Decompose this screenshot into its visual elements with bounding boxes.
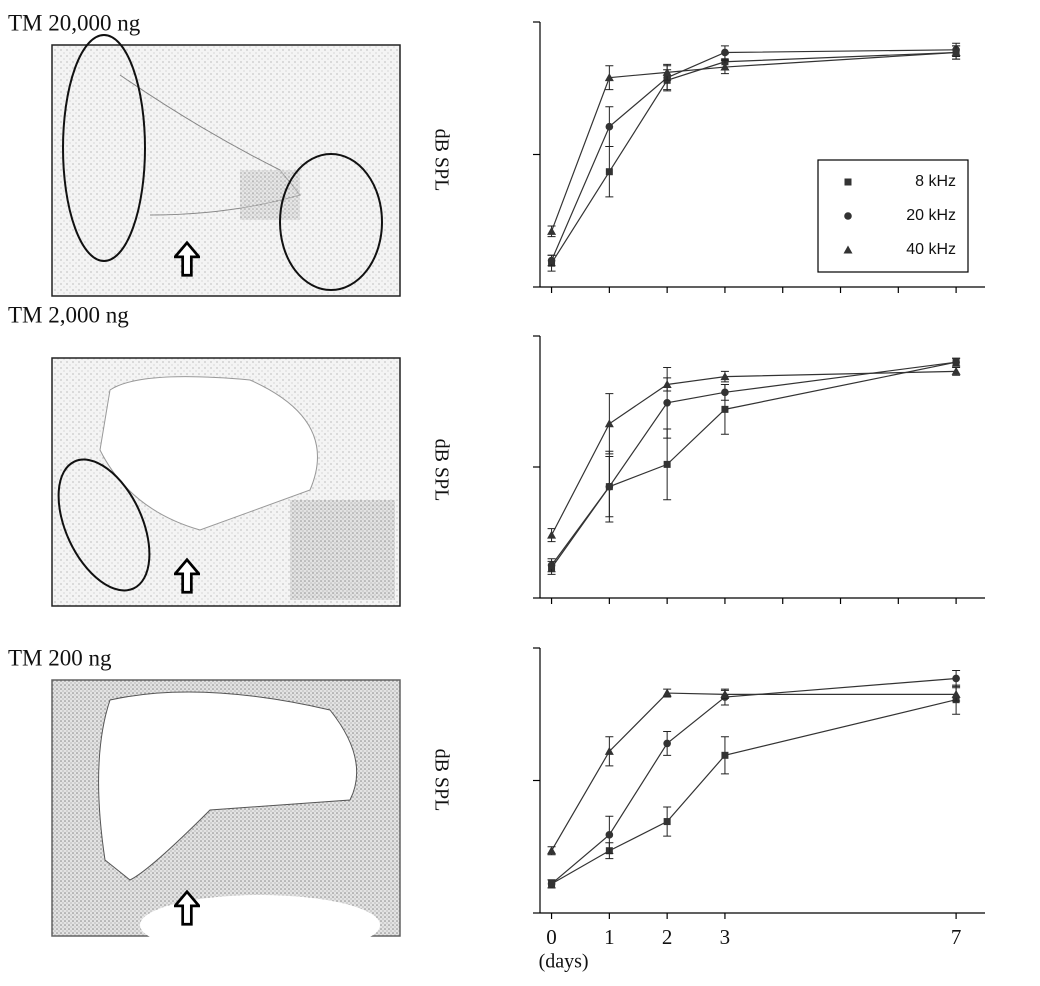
legend-label: 20 kHz	[906, 207, 956, 224]
y-axis-label: dB SPL	[430, 749, 452, 812]
x-tick-label: 7	[951, 925, 962, 949]
data-point	[952, 674, 960, 683]
x-axis-label: (days)	[539, 951, 589, 973]
data-point	[662, 688, 672, 697]
data-point	[951, 689, 961, 698]
series-line	[551, 361, 957, 566]
data-point	[605, 831, 614, 839]
data-point	[604, 746, 614, 755]
legend-marker	[843, 245, 853, 254]
x-tick-label: 2	[662, 925, 673, 949]
data-point	[721, 751, 729, 759]
series-line	[551, 361, 957, 569]
data-point	[721, 388, 729, 397]
data-point	[604, 73, 614, 82]
x-tick-label: 3	[720, 925, 731, 949]
y-axis-label: dB SPL	[430, 439, 452, 502]
data-point	[547, 226, 557, 235]
x-tick-label: 1	[604, 925, 615, 949]
data-point	[547, 880, 556, 888]
panel-label: TM 2,000 ng	[8, 302, 129, 327]
data-point	[662, 379, 672, 388]
panel-label: TM 20,000 ng	[8, 10, 141, 35]
data-point	[663, 399, 671, 407]
micrograph	[51, 357, 401, 607]
data-point	[720, 62, 730, 71]
data-point	[663, 818, 671, 826]
data-point	[604, 419, 614, 428]
data-point	[605, 122, 614, 131]
data-point	[662, 67, 672, 76]
data-point	[951, 47, 961, 56]
data-point	[951, 366, 961, 375]
data-point	[720, 689, 730, 698]
data-point	[547, 530, 557, 539]
data-point	[605, 482, 614, 491]
data-point	[663, 460, 671, 468]
data-point	[547, 846, 557, 855]
legend-marker	[844, 178, 852, 186]
legend-label: 8 kHz	[915, 173, 956, 190]
data-point	[663, 739, 671, 748]
legend-label: 40 kHz	[906, 241, 956, 258]
data-point	[605, 168, 613, 176]
micrograph	[51, 34, 401, 297]
x-tick-label: 0	[546, 925, 557, 949]
data-point	[721, 405, 729, 413]
data-point	[721, 48, 729, 57]
data-point	[720, 372, 730, 381]
series-line	[551, 692, 957, 852]
data-point	[547, 561, 556, 570]
data-point	[547, 256, 556, 265]
y-axis-label: dB SPL	[430, 129, 452, 192]
legend-marker	[844, 212, 852, 220]
panel-label: TM 200 ng	[8, 645, 112, 670]
legend-box	[817, 159, 969, 273]
micrograph	[51, 679, 401, 955]
series-line	[551, 370, 957, 536]
data-point	[952, 358, 960, 367]
series-line	[551, 699, 957, 885]
